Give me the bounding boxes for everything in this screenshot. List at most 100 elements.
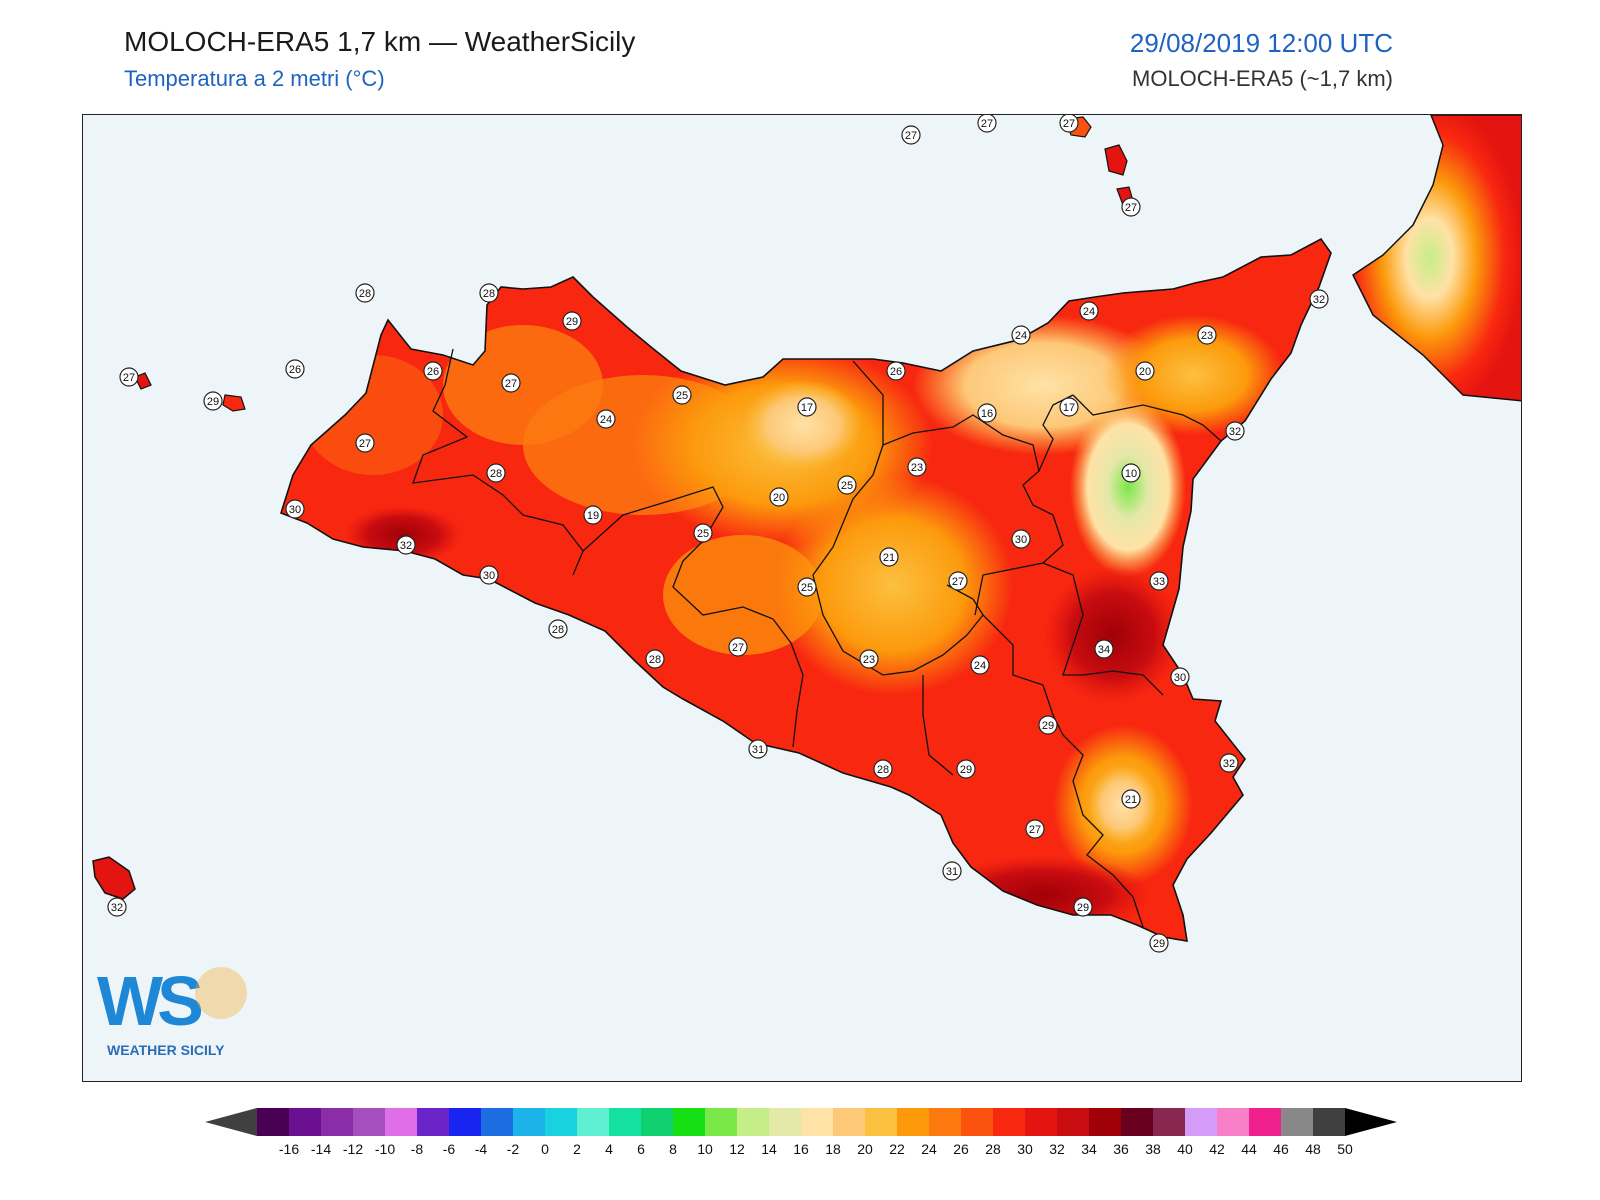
station-temperature-label: 17 <box>1063 402 1075 414</box>
station-marker-circle <box>119 367 139 387</box>
station-marker: 27 <box>728 637 748 657</box>
station-marker: 17 <box>797 397 817 417</box>
station-marker: 29 <box>1038 715 1058 735</box>
map-panel: 27 27 27 27 28 28 29 27 29 26 26 27 25 17 26 24 24 23 32 20… <box>82 114 1522 1082</box>
colorbar-tick-label: 22 <box>889 1141 905 1157</box>
station-temperature-label: 10 <box>1125 468 1137 480</box>
colorbar-cell <box>481 1108 513 1136</box>
colorbar-cell <box>993 1108 1025 1136</box>
station-marker: 34 <box>1094 639 1114 659</box>
station-marker: 27 <box>355 433 375 453</box>
small-islands <box>92 372 246 900</box>
station-temperature-label: 26 <box>427 366 439 378</box>
station-temperature-label: 29 <box>1042 720 1054 732</box>
colorbar-cell <box>833 1108 865 1136</box>
station-marker-circle <box>1059 397 1079 417</box>
station-temperature-label: 32 <box>111 902 123 914</box>
station-marker-circle <box>859 649 879 669</box>
colorbar-tick-label: 46 <box>1273 1141 1289 1157</box>
station-marker: 23 <box>907 457 927 477</box>
colorbar-cell <box>641 1108 673 1136</box>
station-marker-circle <box>1197 325 1217 345</box>
colorbar-cell <box>1057 1108 1089 1136</box>
station-marker: 27 <box>977 115 997 133</box>
colorbar-cell <box>897 1108 929 1136</box>
station-marker: 10 <box>1121 463 1141 483</box>
colorbar-cell <box>449 1108 481 1136</box>
station-marker: 33 <box>1149 571 1169 591</box>
colorbar-tick-label: -4 <box>475 1141 488 1157</box>
station-marker: 27 <box>1025 819 1045 839</box>
station-temperature-label: 29 <box>1153 938 1165 950</box>
station-marker-circle <box>1135 361 1155 381</box>
station-temperature-label: 25 <box>841 480 853 492</box>
station-temperature-label: 27 <box>1029 824 1041 836</box>
colorbar-cell <box>417 1108 449 1136</box>
colorbar-tick-label: 30 <box>1017 1141 1033 1157</box>
station-marker-circle <box>948 571 968 591</box>
station-marker-circle <box>479 565 499 585</box>
station-marker: 21 <box>879 547 899 567</box>
station-marker-circle <box>748 739 768 759</box>
colorbar-tick-label: -8 <box>411 1141 424 1157</box>
station-marker-circle <box>942 861 962 881</box>
station-temperature-label: 32 <box>400 540 412 552</box>
province-boundaries <box>412 348 1222 928</box>
colorbar-tick-label: 6 <box>637 1141 645 1157</box>
station-marker: 31 <box>942 861 962 881</box>
station-marker: 26 <box>886 361 906 381</box>
colorbar-tick-label: -14 <box>311 1141 331 1157</box>
colorbar-cell <box>1089 1108 1121 1136</box>
station-marker-circle <box>1170 667 1190 687</box>
colorbar-tick-label: 12 <box>729 1141 745 1157</box>
colorbar-tick-label: 14 <box>761 1141 777 1157</box>
station-markers: 27 27 27 27 28 28 29 27 29 26 26 27 25 17 26 24 24 23 32 20… <box>107 115 1329 953</box>
station-marker: 32 <box>107 897 127 917</box>
station-marker: 25 <box>693 523 713 543</box>
colorbar-cell <box>1185 1108 1217 1136</box>
colorbar-tick-label: 36 <box>1113 1141 1129 1157</box>
station-temperature-label: 28 <box>877 764 889 776</box>
station-marker: 16 <box>977 403 997 423</box>
station-marker-circle <box>879 547 899 567</box>
station-temperature-label: 27 <box>123 372 135 384</box>
colorbar-tick-label: -10 <box>375 1141 395 1157</box>
station-temperature-label: 27 <box>1125 202 1137 214</box>
colorbar-tick-label: 34 <box>1081 1141 1097 1157</box>
model-label: MOLOCH-ERA5 (~1,7 km) <box>1132 66 1393 91</box>
station-temperature-label: 30 <box>1015 534 1027 546</box>
colorbar-tick-label: 2 <box>573 1141 581 1157</box>
station-marker: 32 <box>1219 753 1239 773</box>
station-marker-circle <box>1121 197 1141 217</box>
station-marker-circle <box>596 409 616 429</box>
station-marker-circle <box>873 759 893 779</box>
station-marker-circle <box>548 619 568 639</box>
station-marker: 30 <box>1170 667 1190 687</box>
colorbar-cell <box>705 1108 737 1136</box>
station-marker-circle <box>203 391 223 411</box>
station-temperature-label: 16 <box>981 408 993 420</box>
station-marker: 24 <box>1011 325 1031 345</box>
station-marker-circle <box>285 359 305 379</box>
colorbar-tick-label: 44 <box>1241 1141 1257 1157</box>
station-temperature-label: 33 <box>1153 576 1165 588</box>
station-marker: 25 <box>797 577 817 597</box>
colorbar-cell <box>1153 1108 1185 1136</box>
station-marker-circle <box>797 397 817 417</box>
station-temperature-label: 24 <box>974 660 986 672</box>
station-marker-circle <box>1219 753 1239 773</box>
station-marker: 28 <box>645 649 665 669</box>
station-temperature-label: 29 <box>566 316 578 328</box>
station-marker: 29 <box>956 759 976 779</box>
weather-sicily-logo: WS WEATHER SICILY <box>97 962 247 1058</box>
colorbar-cell <box>1249 1108 1281 1136</box>
station-marker-circle <box>479 283 499 303</box>
station-temperature-label: 26 <box>289 364 301 376</box>
colorbar-tick-label: 10 <box>697 1141 713 1157</box>
colorbar-tick-label: 18 <box>825 1141 841 1157</box>
station-marker: 26 <box>423 361 443 381</box>
colorbar-tick-label: 38 <box>1145 1141 1161 1157</box>
station-temperature-label: 30 <box>1174 672 1186 684</box>
colorbar-tick-label: 20 <box>857 1141 873 1157</box>
station-temperature-label: 24 <box>600 414 612 426</box>
